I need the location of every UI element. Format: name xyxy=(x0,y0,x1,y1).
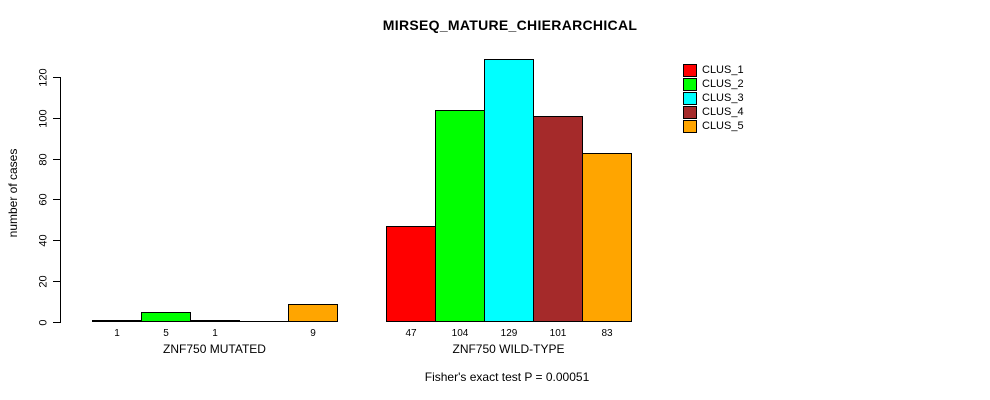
legend-label: CLUS_3 xyxy=(702,92,744,104)
bar-clus_3-mutated xyxy=(190,320,240,322)
bar-clus_5-wildtype xyxy=(582,153,632,322)
legend-label: CLUS_5 xyxy=(702,120,744,132)
legend-swatch-icon xyxy=(683,120,697,133)
y-axis-tick xyxy=(53,322,61,323)
y-axis-tick xyxy=(53,199,61,200)
legend-item-clus_2: CLUS_2 xyxy=(683,78,744,91)
group-label-mutated: ZNF750 MUTATED xyxy=(163,342,266,356)
bar-value-label: 1 xyxy=(212,328,218,339)
legend-swatch-icon xyxy=(683,92,697,105)
bar-clus_1-wildtype xyxy=(386,226,436,322)
bar-clus_4-mutated xyxy=(239,321,289,322)
bar-value-label: 1 xyxy=(114,328,120,339)
legend-label: CLUS_1 xyxy=(702,64,744,76)
y-axis-tick xyxy=(53,118,61,119)
y-axis-tick-label: 100 xyxy=(37,109,50,128)
bar-clus_5-mutated xyxy=(288,304,338,322)
legend-label: CLUS_2 xyxy=(702,78,744,90)
annotation-fisher-test: Fisher's exact test P = 0.00051 xyxy=(424,370,590,384)
y-axis-tick xyxy=(53,159,61,160)
legend-swatch-icon xyxy=(683,106,697,119)
legend-item-clus_4: CLUS_4 xyxy=(683,106,744,119)
y-axis-tick xyxy=(53,281,61,282)
bar-value-label: 47 xyxy=(405,328,417,339)
legend-swatch-icon xyxy=(683,78,697,91)
y-axis-tick xyxy=(53,240,61,241)
bar-value-label: 5 xyxy=(163,328,169,339)
y-axis-tick-label: 20 xyxy=(37,275,50,288)
y-axis-label: number of cases xyxy=(6,148,20,238)
bar-value-label: 129 xyxy=(500,328,518,339)
legend-item-clus_1: CLUS_1 xyxy=(683,64,744,77)
legend-label: CLUS_4 xyxy=(702,106,744,118)
y-axis-tick-label: 40 xyxy=(37,234,50,247)
legend-item-clus_5: CLUS_5 xyxy=(683,120,744,133)
y-axis-tick-label: 120 xyxy=(37,68,50,87)
bar-clus_1-mutated xyxy=(92,320,142,322)
bar-value-label: 9 xyxy=(310,328,316,339)
chart-title: MIRSEQ_MATURE_CHIERARCHICAL xyxy=(382,17,638,33)
y-axis-tick-label: 0 xyxy=(37,319,50,326)
legend-item-clus_3: CLUS_3 xyxy=(683,92,744,105)
group-label-wildtype: ZNF750 WILD-TYPE xyxy=(452,342,565,356)
y-axis-tick xyxy=(53,77,61,78)
bar-clus_2-wildtype xyxy=(435,110,485,322)
bar-value-label: 83 xyxy=(601,328,613,339)
y-axis-tick-label: 60 xyxy=(37,193,50,206)
bar-clus_3-wildtype xyxy=(484,59,534,322)
legend-swatch-icon xyxy=(683,64,697,77)
bar-value-label: 104 xyxy=(451,328,469,339)
bar-clus_2-mutated xyxy=(141,312,191,322)
y-axis-tick-label: 80 xyxy=(37,153,50,166)
bar-value-label: 101 xyxy=(549,328,567,339)
bar-clus_4-wildtype xyxy=(533,116,583,322)
legend: CLUS_1 CLUS_2 CLUS_3 CLUS_4 CLUS_5 xyxy=(683,64,744,133)
